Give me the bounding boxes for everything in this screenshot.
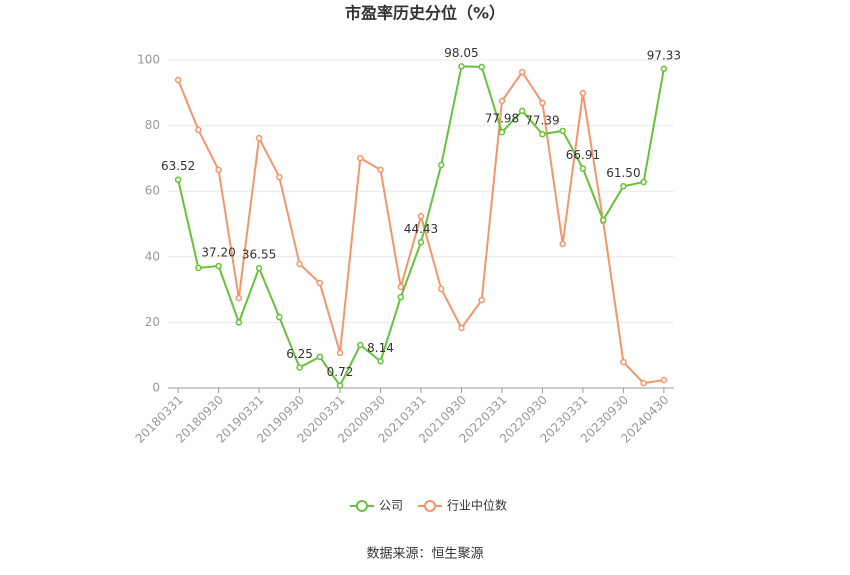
point bbox=[377, 358, 384, 365]
point bbox=[417, 212, 425, 220]
data-label: 6.25 bbox=[286, 347, 313, 361]
data-label: 63.52 bbox=[161, 159, 195, 173]
chart-title: 市盈率历史分位（%） bbox=[345, 4, 505, 23]
point bbox=[660, 376, 668, 384]
y-tick-label: 40 bbox=[145, 249, 160, 263]
y-tick-label: 80 bbox=[145, 118, 160, 132]
point bbox=[255, 264, 263, 272]
point bbox=[518, 68, 526, 76]
point bbox=[316, 279, 324, 287]
point bbox=[539, 99, 546, 107]
point bbox=[620, 358, 627, 366]
data-label: 97.33 bbox=[647, 48, 681, 62]
point bbox=[579, 89, 587, 97]
data-label: 37.20 bbox=[201, 245, 235, 259]
point bbox=[336, 349, 344, 357]
point bbox=[255, 134, 263, 142]
point bbox=[640, 379, 647, 387]
source: 数据来源：恒生聚源 bbox=[366, 547, 483, 562]
point bbox=[660, 65, 668, 73]
data-label: 36.55 bbox=[242, 248, 276, 262]
point bbox=[559, 240, 566, 248]
point bbox=[437, 285, 445, 293]
point bbox=[276, 313, 283, 321]
point bbox=[195, 264, 202, 272]
point bbox=[174, 176, 182, 183]
point bbox=[559, 127, 566, 135]
point bbox=[478, 63, 485, 71]
legend-label: 公司 bbox=[379, 499, 403, 513]
data-label: 66.91 bbox=[566, 148, 600, 162]
point bbox=[599, 216, 607, 224]
point bbox=[235, 319, 243, 326]
legend-marker bbox=[424, 500, 436, 512]
legend-label: 行业中位数 bbox=[447, 498, 507, 513]
data-label: 77.98 bbox=[485, 112, 519, 126]
data-label: 98.05 bbox=[444, 46, 478, 60]
data-label: 44.43 bbox=[404, 222, 438, 236]
point bbox=[458, 63, 465, 70]
data-label: 8.14 bbox=[367, 341, 394, 355]
point bbox=[235, 294, 243, 302]
point bbox=[539, 130, 546, 138]
point bbox=[640, 178, 647, 186]
point bbox=[498, 128, 506, 136]
point bbox=[458, 324, 465, 332]
point bbox=[397, 293, 405, 301]
point bbox=[276, 173, 283, 181]
data-label: 77.39 bbox=[525, 114, 559, 128]
point bbox=[296, 260, 303, 268]
point bbox=[518, 107, 526, 115]
y-tick-label: 60 bbox=[145, 184, 160, 198]
point bbox=[215, 166, 222, 174]
point bbox=[215, 262, 222, 270]
point bbox=[316, 353, 324, 361]
point bbox=[336, 382, 344, 389]
point bbox=[296, 364, 303, 371]
point bbox=[478, 296, 485, 304]
point bbox=[498, 97, 506, 105]
point bbox=[357, 154, 364, 162]
point bbox=[174, 76, 182, 84]
y-tick-label: 100 bbox=[137, 53, 160, 67]
point bbox=[357, 341, 364, 349]
data-label: 61.50 bbox=[606, 166, 640, 180]
legend-marker bbox=[356, 500, 368, 512]
point bbox=[417, 239, 425, 246]
point bbox=[195, 126, 202, 134]
y-tick-label: 20 bbox=[145, 315, 160, 329]
data-label: 0.72 bbox=[327, 365, 354, 379]
point bbox=[377, 166, 384, 174]
point bbox=[397, 283, 405, 291]
point bbox=[437, 161, 445, 169]
point bbox=[579, 165, 587, 172]
y-tick-label: 0 bbox=[152, 381, 160, 395]
point bbox=[620, 183, 627, 190]
